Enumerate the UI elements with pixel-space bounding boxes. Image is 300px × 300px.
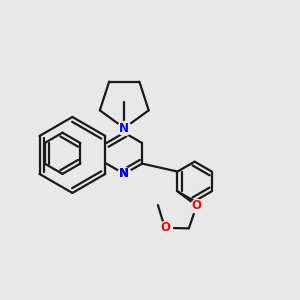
- Text: N: N: [119, 167, 129, 180]
- Text: N: N: [119, 167, 129, 180]
- Text: O: O: [192, 199, 202, 212]
- Text: N: N: [119, 167, 129, 180]
- Text: N: N: [119, 122, 129, 135]
- Text: O: O: [160, 221, 170, 234]
